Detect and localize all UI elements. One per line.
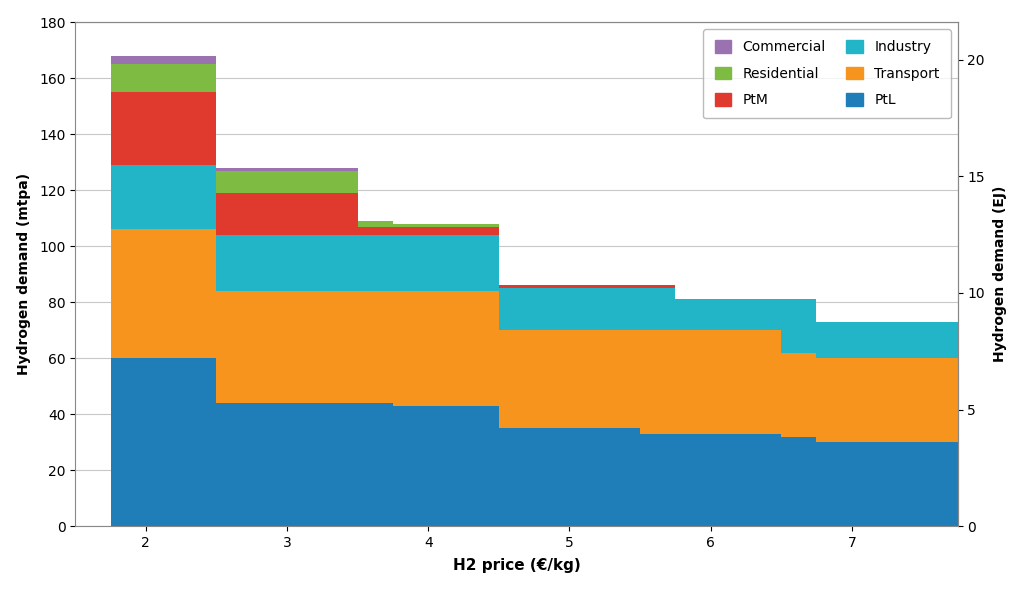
X-axis label: H2 price (€/kg): H2 price (€/kg) [453,558,581,573]
Legend: Commercial, Residential, PtM, Industry, Transport, PtL: Commercial, Residential, PtM, Industry, … [703,29,950,119]
Y-axis label: Hydrogen demand (mtpa): Hydrogen demand (mtpa) [16,173,31,375]
Y-axis label: Hydrogen demand (EJ): Hydrogen demand (EJ) [993,186,1008,362]
